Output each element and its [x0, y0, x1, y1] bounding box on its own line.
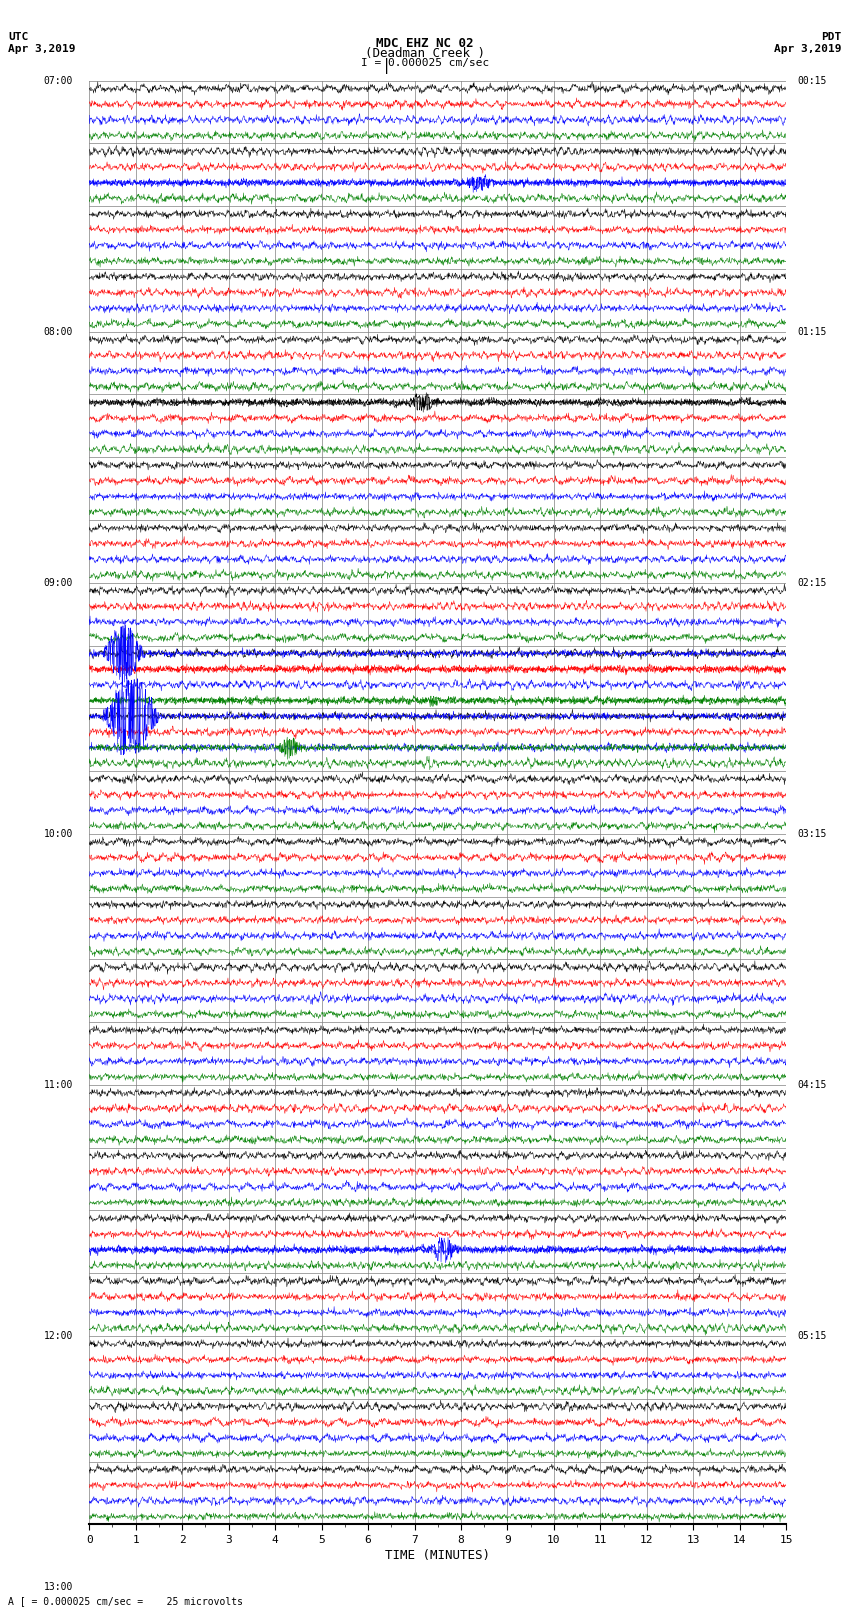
Text: (Deadman Creek ): (Deadman Creek )	[365, 47, 485, 60]
Text: 13:00: 13:00	[43, 1582, 73, 1592]
Text: 10:00: 10:00	[43, 829, 73, 839]
Text: PDT: PDT	[821, 32, 842, 42]
Text: 05:15: 05:15	[798, 1331, 827, 1340]
X-axis label: TIME (MINUTES): TIME (MINUTES)	[385, 1548, 490, 1561]
Text: 12:00: 12:00	[43, 1331, 73, 1340]
Text: |: |	[382, 58, 391, 74]
Text: 03:15: 03:15	[798, 829, 827, 839]
Text: 00:15: 00:15	[798, 76, 827, 85]
Text: 01:15: 01:15	[798, 327, 827, 337]
Text: A [ = 0.000025 cm/sec =    25 microvolts: A [ = 0.000025 cm/sec = 25 microvolts	[8, 1597, 243, 1607]
Text: Apr 3,2019: Apr 3,2019	[774, 44, 842, 53]
Text: 09:00: 09:00	[43, 577, 73, 587]
Text: 07:00: 07:00	[43, 76, 73, 85]
Text: MDC EHZ NC 02: MDC EHZ NC 02	[377, 37, 473, 50]
Text: 11:00: 11:00	[43, 1081, 73, 1090]
Text: 08:00: 08:00	[43, 327, 73, 337]
Text: Apr 3,2019: Apr 3,2019	[8, 44, 76, 53]
Text: UTC: UTC	[8, 32, 29, 42]
Text: 02:15: 02:15	[798, 577, 827, 587]
Text: 04:15: 04:15	[798, 1081, 827, 1090]
Text: I = 0.000025 cm/sec: I = 0.000025 cm/sec	[361, 58, 489, 68]
